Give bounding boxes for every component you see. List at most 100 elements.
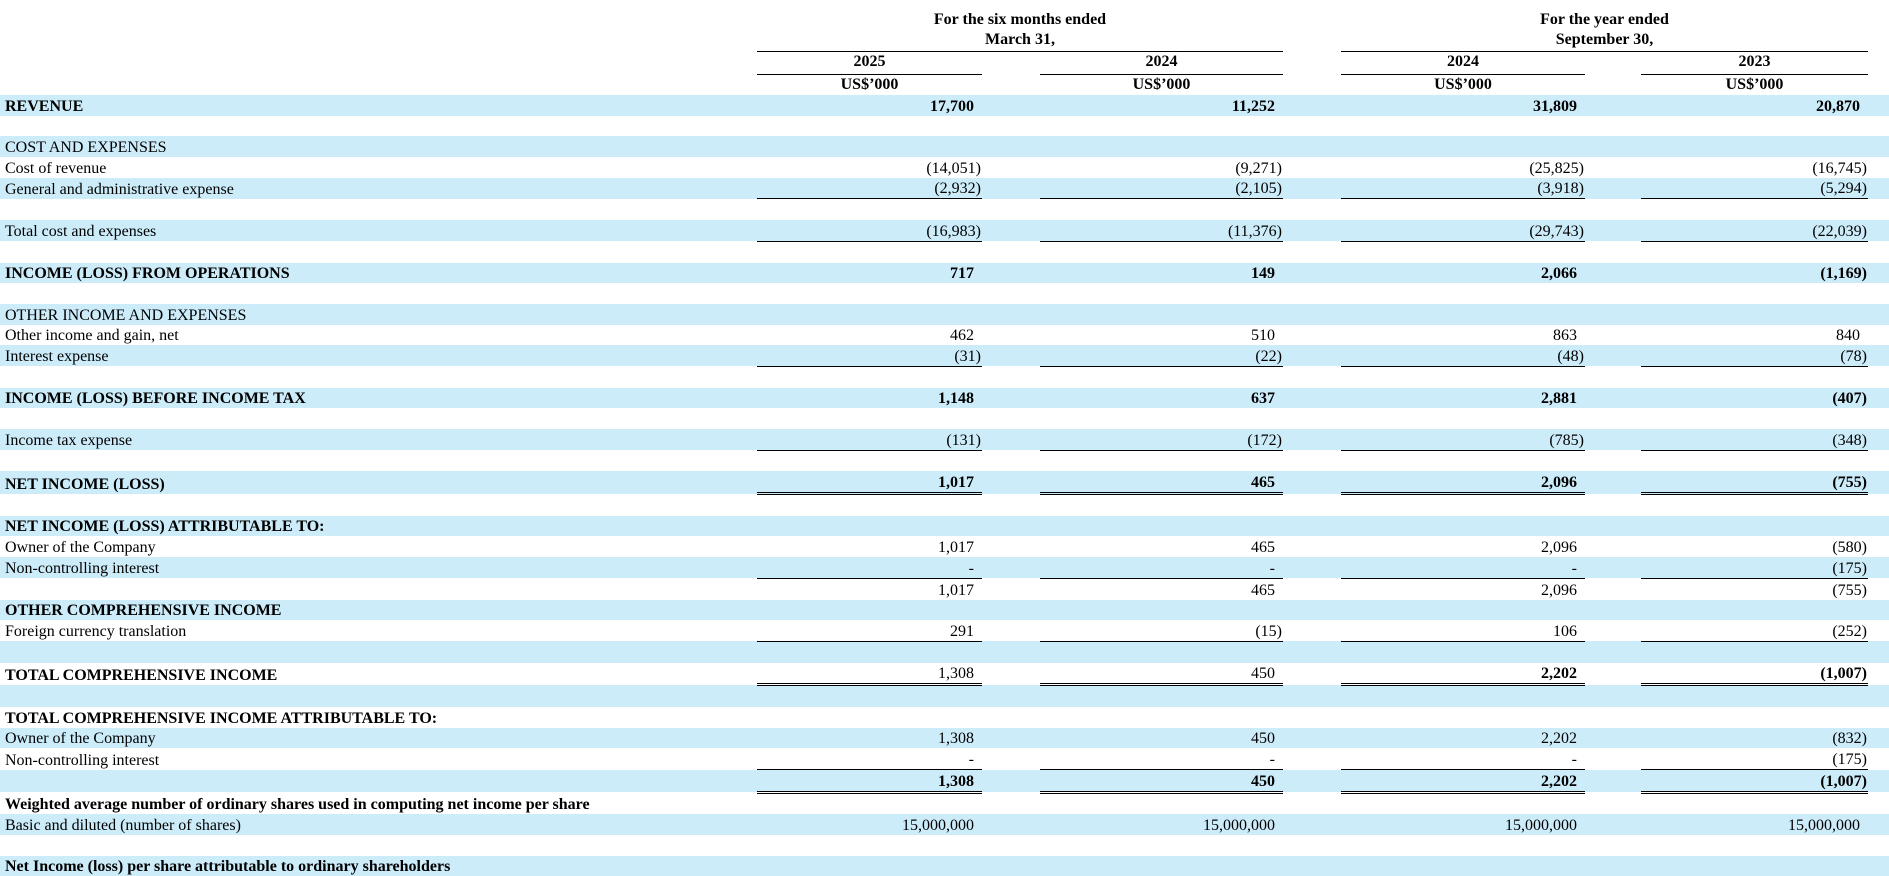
gap-cell: [1585, 450, 1641, 471]
value: (16,983): [757, 220, 982, 242]
value-cell: [1341, 835, 1585, 856]
gap-cell: [1868, 199, 1889, 220]
value-cell: [1341, 366, 1585, 387]
gap-cell: [1868, 685, 1889, 707]
value-cell: [1040, 707, 1283, 728]
spacer-row: [0, 116, 1889, 137]
value-cell: [757, 835, 982, 856]
value-cell: [1341, 792, 1585, 814]
gap-cell: [982, 366, 1040, 387]
gap-cell: [982, 578, 1040, 599]
gap-cell: [1585, 578, 1641, 599]
gap-cell: [1585, 770, 1641, 793]
gap-cell: [1585, 663, 1641, 685]
gap-cell: [1868, 620, 1889, 641]
gap-cell: [1868, 429, 1889, 450]
value: 2,066: [1541, 265, 1577, 283]
value: (11,376): [1040, 220, 1283, 242]
row-label: NET INCOME (LOSS): [5, 475, 165, 493]
value-cell: [757, 304, 982, 325]
gap-cell: [1283, 748, 1341, 769]
gap-cell: [1283, 366, 1341, 387]
value: 863: [1553, 327, 1577, 345]
value-cell: [1641, 856, 1868, 876]
rule: [1341, 74, 1585, 75]
gap-cell: [1585, 283, 1641, 304]
rule: [1641, 74, 1868, 75]
gap-cell: [1585, 429, 1641, 450]
value: 465: [1040, 471, 1283, 496]
period-heading: September 30,: [1555, 31, 1654, 48]
gap-cell: [982, 304, 1040, 325]
gap-cell: [1585, 304, 1641, 325]
row-label: [0, 641, 757, 662]
value-cell: [1641, 450, 1868, 471]
row-label: [0, 283, 757, 304]
value: 20,870: [1816, 97, 1860, 115]
unit: US$’000: [840, 76, 899, 93]
gap-cell: [1585, 471, 1641, 493]
gap-cell: [1585, 157, 1641, 178]
gap-cell: [1868, 494, 1889, 516]
value: (25,825): [1529, 159, 1584, 177]
gap-cell: [1868, 116, 1889, 137]
rule: [757, 74, 982, 75]
gap-cell: [982, 600, 1040, 621]
row: Basic and diluted (number of shares) 15,0…: [0, 814, 1889, 836]
value-cell: [1641, 136, 1868, 157]
year: 2023: [1738, 53, 1771, 70]
gap-cell: [1283, 578, 1341, 599]
value: 15,000,000: [1505, 817, 1577, 835]
gap-cell: [1585, 408, 1641, 429]
gap-cell: [982, 429, 1040, 450]
row-label: Total cost and expenses: [5, 223, 157, 241]
row: OTHER COMPREHENSIVE INCOME: [0, 599, 1889, 621]
gap-cell: [1585, 620, 1641, 641]
value: (22,039): [1641, 220, 1868, 242]
gap-cell: [982, 663, 1040, 685]
value-cell: [1040, 283, 1283, 304]
gap-cell: [1283, 136, 1341, 157]
gap-cell: [982, 770, 1040, 793]
gap-cell: [1868, 178, 1889, 199]
value: (1,169): [1820, 265, 1867, 283]
value: 840: [1836, 327, 1860, 345]
value-cell: [1341, 408, 1585, 429]
gap-cell: [1585, 220, 1641, 241]
gap-cell: [1585, 835, 1641, 856]
value: (172): [1040, 429, 1283, 451]
row-label: Foreign currency translation: [5, 623, 187, 641]
value-cell: [1040, 136, 1283, 157]
value-cell: [1040, 304, 1283, 325]
value-cell: [1040, 641, 1283, 662]
value: 1,148: [938, 390, 974, 408]
value-cell: [1040, 116, 1283, 137]
value: (16,745): [1812, 159, 1867, 177]
gap-cell: [982, 408, 1040, 429]
gap-cell: [1283, 178, 1341, 199]
year: 2024: [1447, 53, 1479, 70]
row: REVENUE 17,700 11,252 31,809 20,870: [0, 95, 1889, 116]
unit: US$’000: [1434, 76, 1492, 93]
row-label: General and administrative expense: [5, 180, 234, 198]
gap-cell: [1868, 136, 1889, 157]
row-label: COST AND EXPENSES: [5, 139, 167, 157]
gap-cell: [1283, 792, 1341, 814]
spacer-row: [0, 835, 1889, 856]
gap-cell: [1585, 814, 1641, 835]
row-label: OTHER COMPREHENSIVE INCOME: [5, 602, 282, 620]
row: NET INCOME (LOSS) ATTRIBUTABLE TO:: [0, 515, 1889, 537]
value-cell: [1641, 366, 1868, 387]
gap-cell: [1283, 707, 1341, 728]
value-cell: [1341, 707, 1585, 728]
gap-cell: [1283, 600, 1341, 621]
gap-cell: [1585, 366, 1641, 387]
row-label: INCOME (LOSS) FROM OPERATIONS: [5, 265, 290, 283]
gap-cell: [1868, 241, 1889, 262]
value-cell: [1341, 450, 1585, 471]
value: 291: [757, 620, 982, 642]
value-cell: [1040, 516, 1283, 537]
value-cell: [1641, 494, 1868, 516]
row-label: Basic and diluted (number of shares): [5, 817, 241, 835]
gap-cell: [982, 835, 1040, 856]
